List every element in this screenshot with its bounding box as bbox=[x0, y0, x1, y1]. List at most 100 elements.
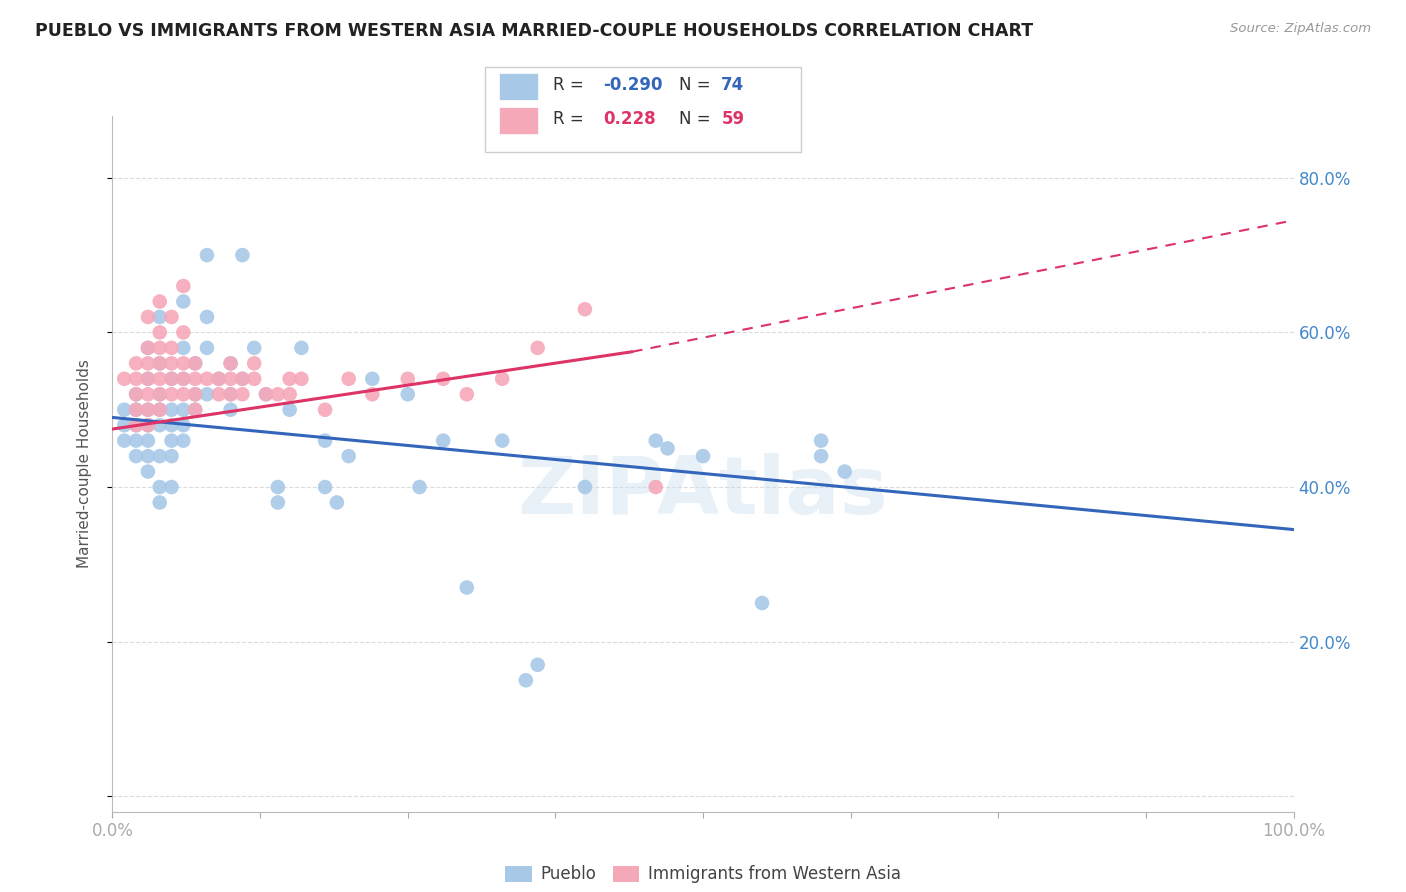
Point bbox=[491, 434, 513, 448]
Text: N =: N = bbox=[679, 76, 716, 94]
Point bbox=[136, 341, 159, 355]
Point bbox=[136, 372, 159, 386]
Point bbox=[314, 434, 336, 448]
Point bbox=[184, 387, 207, 401]
Point bbox=[657, 442, 679, 456]
Point bbox=[361, 387, 384, 401]
Point bbox=[136, 402, 159, 417]
Point bbox=[160, 387, 183, 401]
Point bbox=[526, 341, 548, 355]
Point bbox=[149, 402, 172, 417]
Point bbox=[149, 294, 172, 309]
Point bbox=[337, 449, 360, 463]
Text: 59: 59 bbox=[721, 110, 744, 128]
Point bbox=[337, 372, 360, 386]
Point bbox=[125, 356, 148, 370]
Legend: Pueblo, Immigrants from Western Asia: Pueblo, Immigrants from Western Asia bbox=[505, 865, 901, 883]
Point bbox=[172, 434, 194, 448]
Point bbox=[314, 480, 336, 494]
Point bbox=[195, 341, 218, 355]
Point bbox=[136, 449, 159, 463]
Point bbox=[160, 434, 183, 448]
Point bbox=[149, 480, 172, 494]
Point bbox=[692, 449, 714, 463]
Point bbox=[290, 372, 312, 386]
Point bbox=[195, 310, 218, 324]
Point bbox=[314, 402, 336, 417]
Point bbox=[172, 387, 194, 401]
Point bbox=[644, 480, 666, 494]
Y-axis label: Married-couple Households: Married-couple Households bbox=[77, 359, 91, 568]
Point bbox=[515, 673, 537, 688]
Point bbox=[184, 402, 207, 417]
Point bbox=[160, 402, 183, 417]
Point bbox=[149, 387, 172, 401]
Point bbox=[160, 449, 183, 463]
Point bbox=[172, 402, 194, 417]
Point bbox=[160, 480, 183, 494]
Point bbox=[125, 402, 148, 417]
Point bbox=[644, 434, 666, 448]
Point bbox=[267, 480, 290, 494]
Point bbox=[125, 372, 148, 386]
Point bbox=[149, 402, 172, 417]
Point bbox=[184, 356, 207, 370]
Point bbox=[526, 657, 548, 672]
Point bbox=[172, 372, 194, 386]
Point bbox=[184, 372, 207, 386]
Text: -0.290: -0.290 bbox=[603, 76, 662, 94]
Point bbox=[136, 402, 159, 417]
Point bbox=[149, 372, 172, 386]
Point bbox=[160, 418, 183, 433]
Point bbox=[160, 372, 183, 386]
Point bbox=[160, 356, 183, 370]
Text: 0.228: 0.228 bbox=[603, 110, 655, 128]
Point bbox=[136, 434, 159, 448]
Point bbox=[219, 402, 242, 417]
Point bbox=[149, 387, 172, 401]
Point bbox=[574, 302, 596, 317]
Point bbox=[254, 387, 277, 401]
Point bbox=[278, 372, 301, 386]
Point bbox=[112, 372, 135, 386]
Point bbox=[432, 434, 454, 448]
Point bbox=[149, 495, 172, 509]
Point bbox=[231, 248, 253, 262]
Point bbox=[125, 402, 148, 417]
Point bbox=[136, 418, 159, 433]
Text: Source: ZipAtlas.com: Source: ZipAtlas.com bbox=[1230, 22, 1371, 36]
Point bbox=[149, 326, 172, 340]
Point bbox=[160, 372, 183, 386]
Point bbox=[136, 356, 159, 370]
Point bbox=[112, 402, 135, 417]
Point bbox=[751, 596, 773, 610]
Point bbox=[456, 581, 478, 595]
Point bbox=[136, 372, 159, 386]
Point bbox=[231, 387, 253, 401]
Point bbox=[160, 341, 183, 355]
Point bbox=[396, 372, 419, 386]
Point bbox=[267, 495, 290, 509]
Point bbox=[112, 418, 135, 433]
Point bbox=[243, 372, 266, 386]
Point bbox=[456, 387, 478, 401]
Point bbox=[208, 387, 231, 401]
Point bbox=[172, 418, 194, 433]
Point bbox=[184, 356, 207, 370]
Point bbox=[810, 434, 832, 448]
Point bbox=[208, 372, 231, 386]
Point bbox=[574, 480, 596, 494]
Point bbox=[149, 356, 172, 370]
Point bbox=[243, 341, 266, 355]
Point bbox=[172, 341, 194, 355]
Point bbox=[254, 387, 277, 401]
Point bbox=[125, 418, 148, 433]
Point bbox=[361, 372, 384, 386]
Point bbox=[231, 372, 253, 386]
Point bbox=[149, 310, 172, 324]
Point bbox=[125, 449, 148, 463]
Point bbox=[408, 480, 430, 494]
Point bbox=[243, 356, 266, 370]
Point bbox=[125, 434, 148, 448]
Point bbox=[396, 387, 419, 401]
